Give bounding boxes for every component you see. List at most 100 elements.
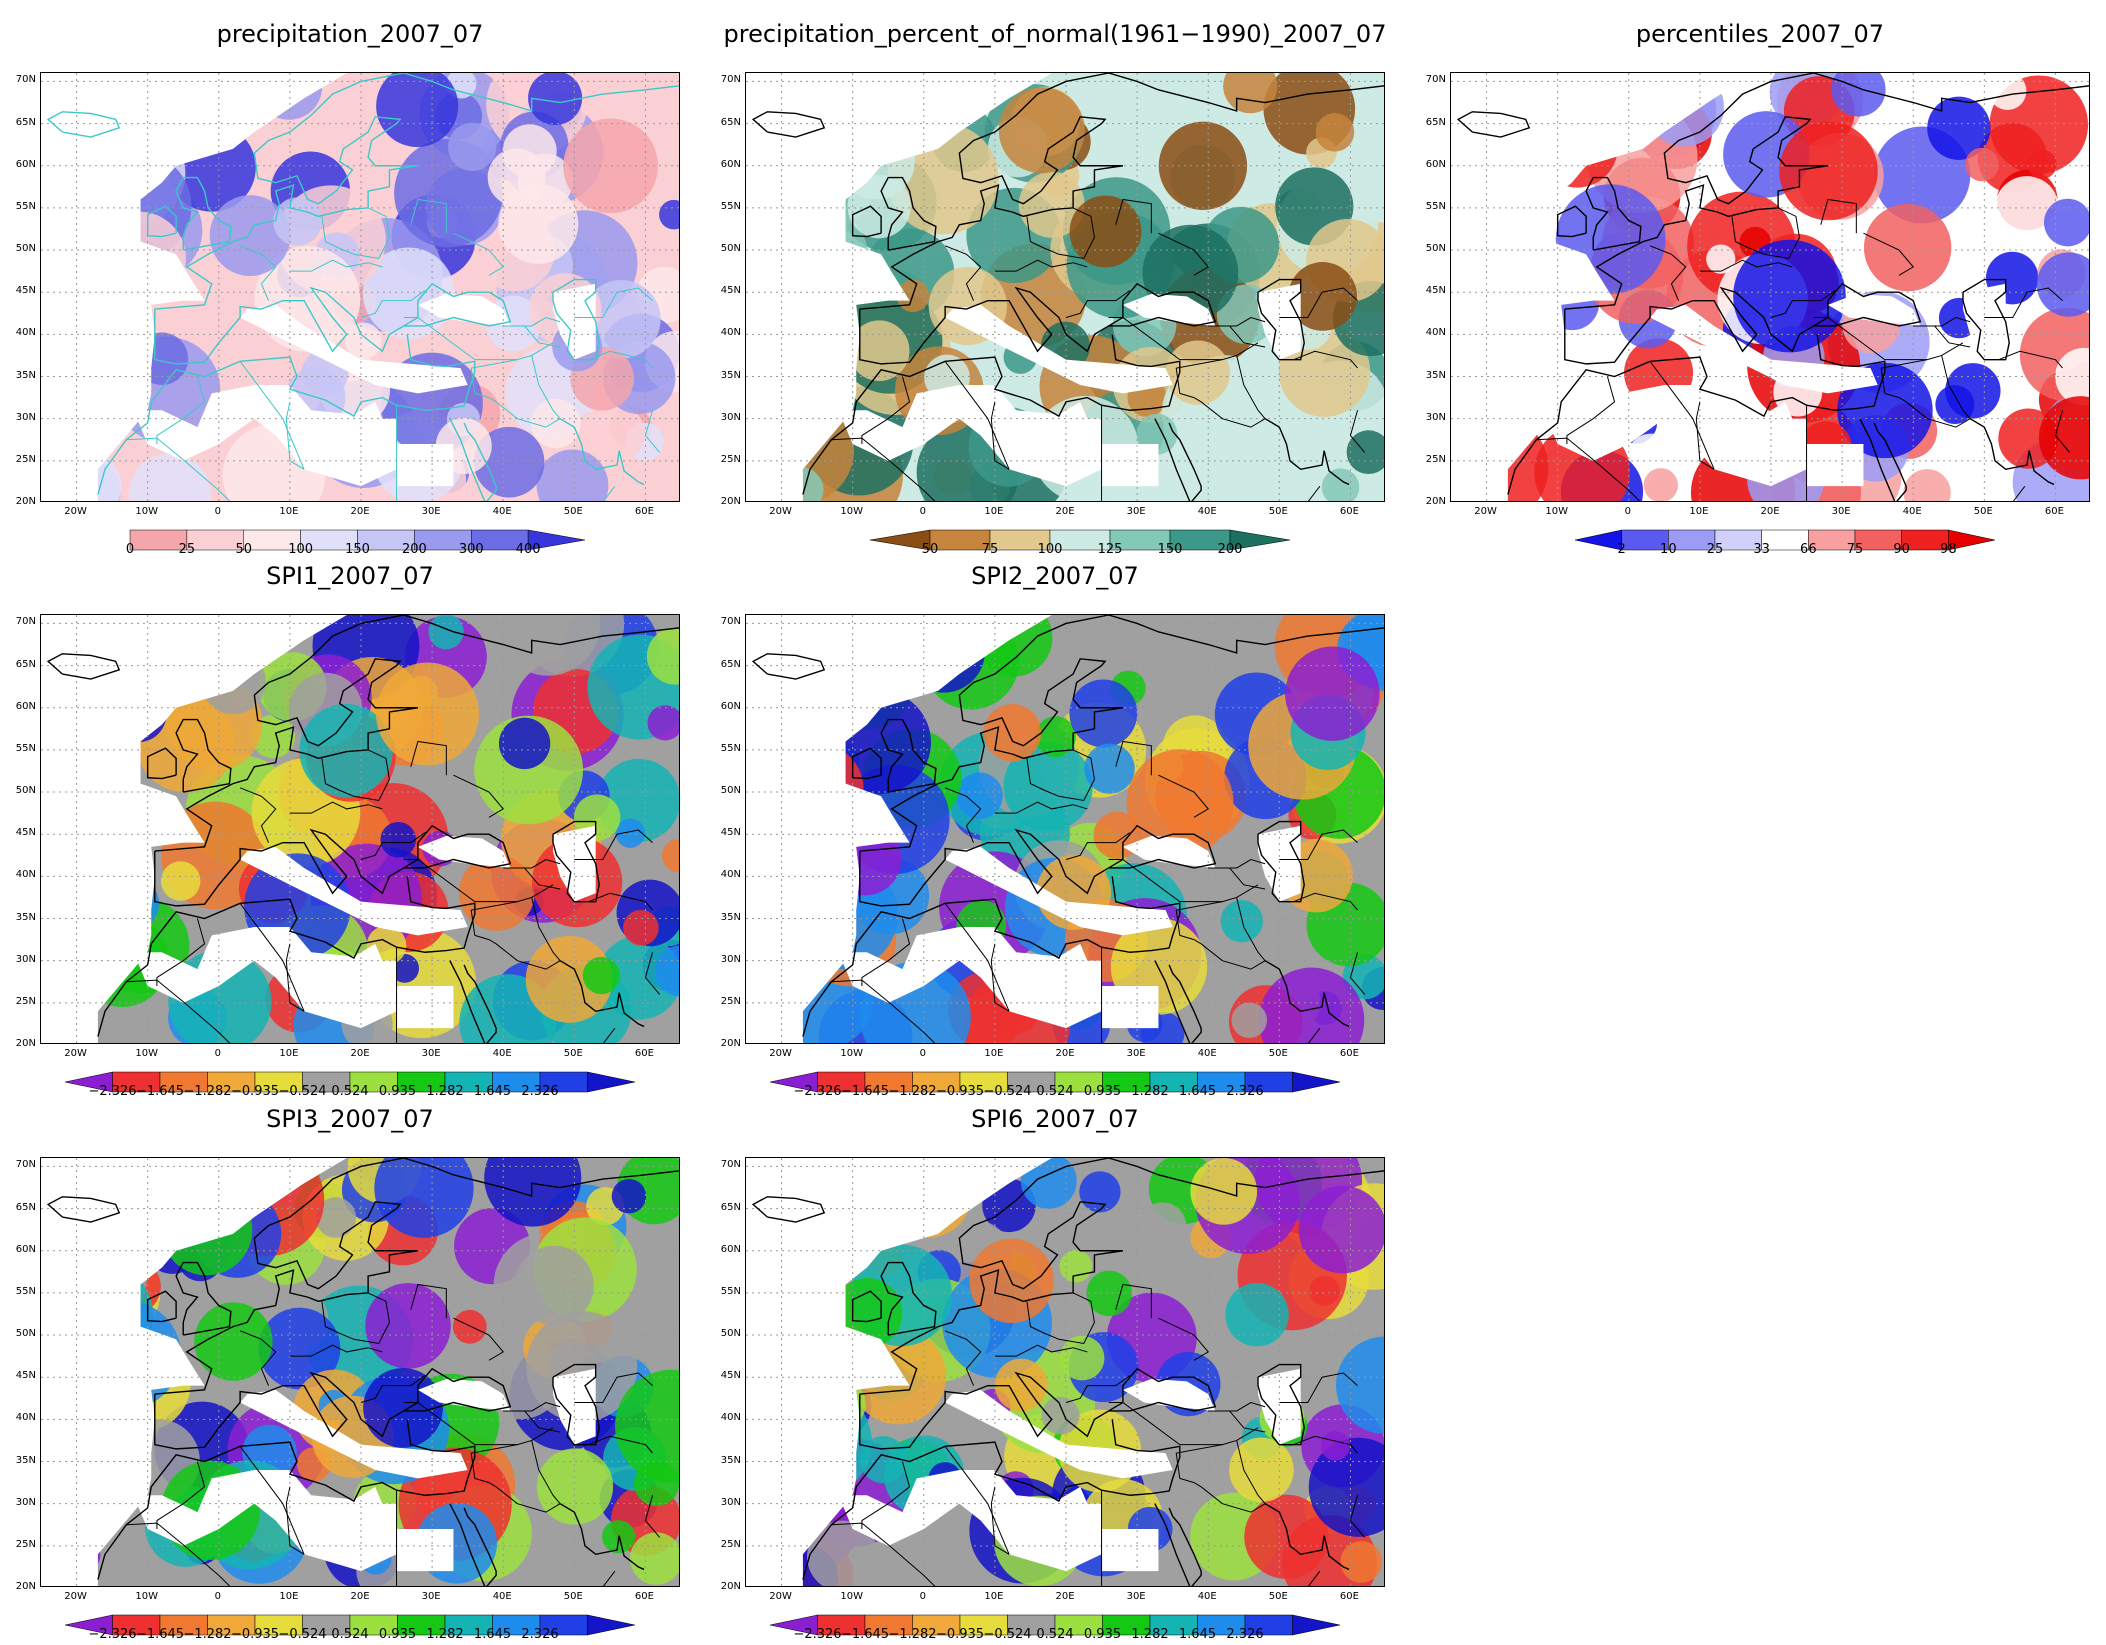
colorbar-label: −1.645 [135,1084,185,1099]
panel-spi7: SPI6_2007_07 70N 65N 60N 55N 50N 45N 40N 35N 30N 2… [705,1105,1405,1642]
colorbar-label: 0.935 [1083,1627,1122,1642]
lat-label: 65N [720,1201,741,1213]
panel-title: SPI2_2007_07 [971,562,1139,590]
map-svg [41,73,679,501]
colorbar-swatch [1229,529,1291,551]
lat-label: 60N [15,700,36,712]
lon-label: 50E [1973,506,1993,517]
lon-label: 10W [135,506,158,517]
colorbar-label: −0.524 [278,1084,327,1099]
lat-label: 65N [1425,116,1446,128]
lat-label: 50N [1425,243,1446,255]
colorbar [1574,529,1996,551]
lon-label: 20W [769,506,792,517]
colorbar-label: −0.935 [230,1084,280,1099]
lat-label: 30N [720,953,741,965]
map-svg [746,73,1384,501]
lat-label: 40N [15,1412,36,1424]
colorbar-label: −2.326 [793,1084,842,1099]
colorbar-label: −1.645 [840,1084,890,1099]
lat-label: 25N [15,453,36,465]
lon-label: 50E [1268,506,1288,517]
map-svg [746,615,1384,1043]
lat-label: 55N [720,200,741,212]
lon-label: 0 [919,506,926,517]
colorbar-label: 1.282 [426,1627,464,1642]
lon-label: 10E [279,1591,299,1602]
lat-label: 35N [15,369,36,381]
colorbar-label: 25 [178,542,196,557]
lon-label: 60E [2044,506,2064,517]
lon-label: 20W [64,1591,87,1602]
panel-precipitation: precipitation_2007_07 70N 65N 60N 55N 50N 45N 4… [0,20,700,557]
lat-label: 50N [15,785,36,797]
lat-label: 40N [720,1412,741,1424]
colorbar [129,529,586,551]
map-area [40,614,680,1044]
colorbar-label: 98 [1940,542,1957,557]
lat-label: 70N [15,616,36,628]
colorbar-swatch [527,529,586,551]
colorbar-label: 0.935 [378,1084,417,1099]
map-area [40,72,680,502]
colorbar-label: −0.935 [230,1627,280,1642]
colorbar-label: 0.524 [331,1084,369,1099]
colorbar-swatch [587,1614,636,1636]
lat-label: 55N [720,1285,741,1297]
lon-label: 20E [1760,506,1780,517]
lon-label: 40E [1902,506,1922,517]
lon-label: 60E [1339,1591,1359,1602]
lat-label: 50N [720,1328,741,1340]
lat-label: 70N [720,616,741,628]
colorbar-label: 1.645 [473,1627,512,1642]
colorbar-label: 2.326 [521,1627,559,1642]
panel-percent-of-normal: precipitation_percent_of_normal(1961−199… [705,20,1405,557]
colorbar-label: 2.326 [1226,1627,1264,1642]
panel-title: precipitation_2007_07 [216,20,484,48]
lon-label: 30E [421,1048,441,1059]
colorbar-label: −2.326 [88,1627,137,1642]
colorbar-label: 0.524 [1036,1627,1074,1642]
lon-label: 20E [350,1048,370,1059]
colorbar-label: 300 [458,542,484,557]
lat-label: 35N [15,911,36,923]
colorbar-label: −1.282 [183,1627,232,1642]
colorbar-label: 10 [1660,542,1677,557]
lat-label: 25N [720,1538,741,1550]
coastlines [46,73,679,501]
lat-label: 45N [720,285,741,297]
lon-label: 40E [492,506,512,517]
colorbar-label: 50 [235,542,253,557]
lat-label: 60N [720,700,741,712]
lon-label: 60E [1339,506,1359,517]
coastlines [751,615,1384,1043]
lat-label: 60N [1425,158,1446,170]
lon-label: 50E [563,1591,583,1602]
lat-label: 30N [15,953,36,965]
borders [126,1283,661,1586]
lat-label: 20N [15,496,36,507]
lon-label: 60E [634,506,654,517]
colorbar-label: −2.326 [793,1627,842,1642]
colorbar-label: 125 [1097,542,1123,557]
lon-label: 20W [769,1591,792,1602]
lat-label: 45N [1425,285,1446,297]
colorbar-label: −0.524 [983,1084,1032,1099]
map-svg [1451,73,2089,501]
lat-label: 55N [15,200,36,212]
coastlines [46,615,679,1043]
lat-label: 25N [15,995,36,1007]
lat-label: 30N [1425,411,1446,423]
lon-label: 50E [1268,1048,1288,1059]
lat-label: 55N [15,742,36,754]
lon-label: 30E [1126,506,1146,517]
lon-label: 40E [1197,1591,1217,1602]
lat-label: 65N [720,116,741,128]
lat-label: 65N [15,658,36,670]
colorbar-swatch [1292,1071,1341,1093]
colorbar-label: 2.326 [1226,1084,1264,1099]
colorbar-label: 0.935 [378,1627,417,1642]
colorbar-label: 0.524 [331,1627,369,1642]
lat-label: 40N [15,327,36,339]
colorbar-label: 1.282 [1131,1627,1169,1642]
